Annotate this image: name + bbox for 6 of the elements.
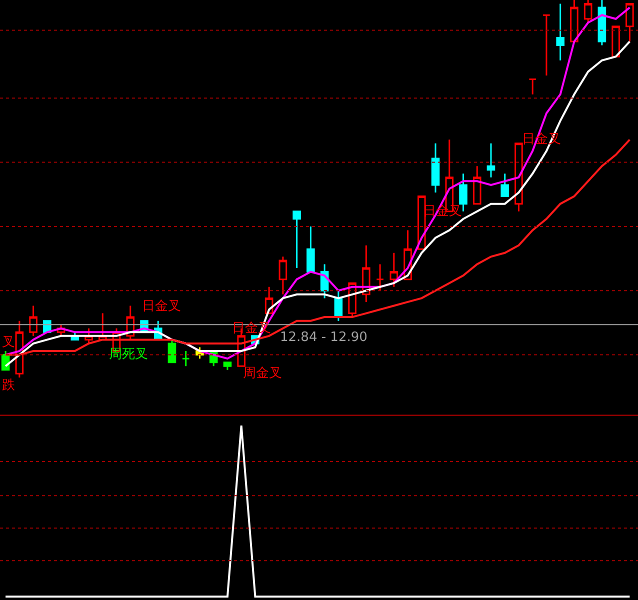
text: 跌: [2, 378, 15, 393]
annotation: 12.84 - 12.90: [280, 330, 368, 345]
annotation: 日金叉: [142, 299, 181, 314]
annotation: 周金叉: [243, 366, 282, 381]
annotation: 周死叉: [109, 347, 148, 362]
annotation: 叉: [2, 335, 15, 350]
